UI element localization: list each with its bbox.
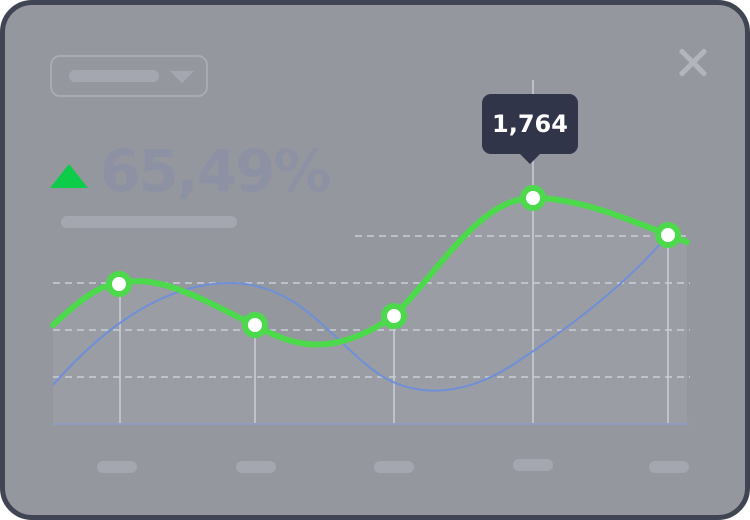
value-tooltip: 1,764: [482, 94, 578, 164]
data-point-selected: [520, 185, 546, 211]
secondary-series-line: [52, 234, 669, 392]
period-dropdown[interactable]: [50, 55, 208, 97]
data-points: [106, 185, 681, 338]
data-point: [106, 271, 132, 297]
dropdown-label-placeholder: [69, 70, 159, 82]
x-label-placeholder: [97, 461, 137, 473]
data-point: [381, 303, 407, 329]
subtitle-placeholder: [61, 216, 237, 228]
data-point: [655, 222, 681, 248]
data-point: [242, 312, 268, 338]
x-label-placeholder: [236, 461, 276, 473]
x-label-placeholder: [649, 461, 689, 473]
x-label-placeholder: [374, 461, 414, 473]
line-chart: [50, 80, 690, 425]
change-percent: 65,49%: [100, 137, 332, 205]
chevron-down-icon: [170, 71, 194, 83]
triangle-up-icon: [50, 164, 88, 188]
chart-area: [53, 198, 687, 424]
x-label-placeholder: [513, 459, 553, 471]
